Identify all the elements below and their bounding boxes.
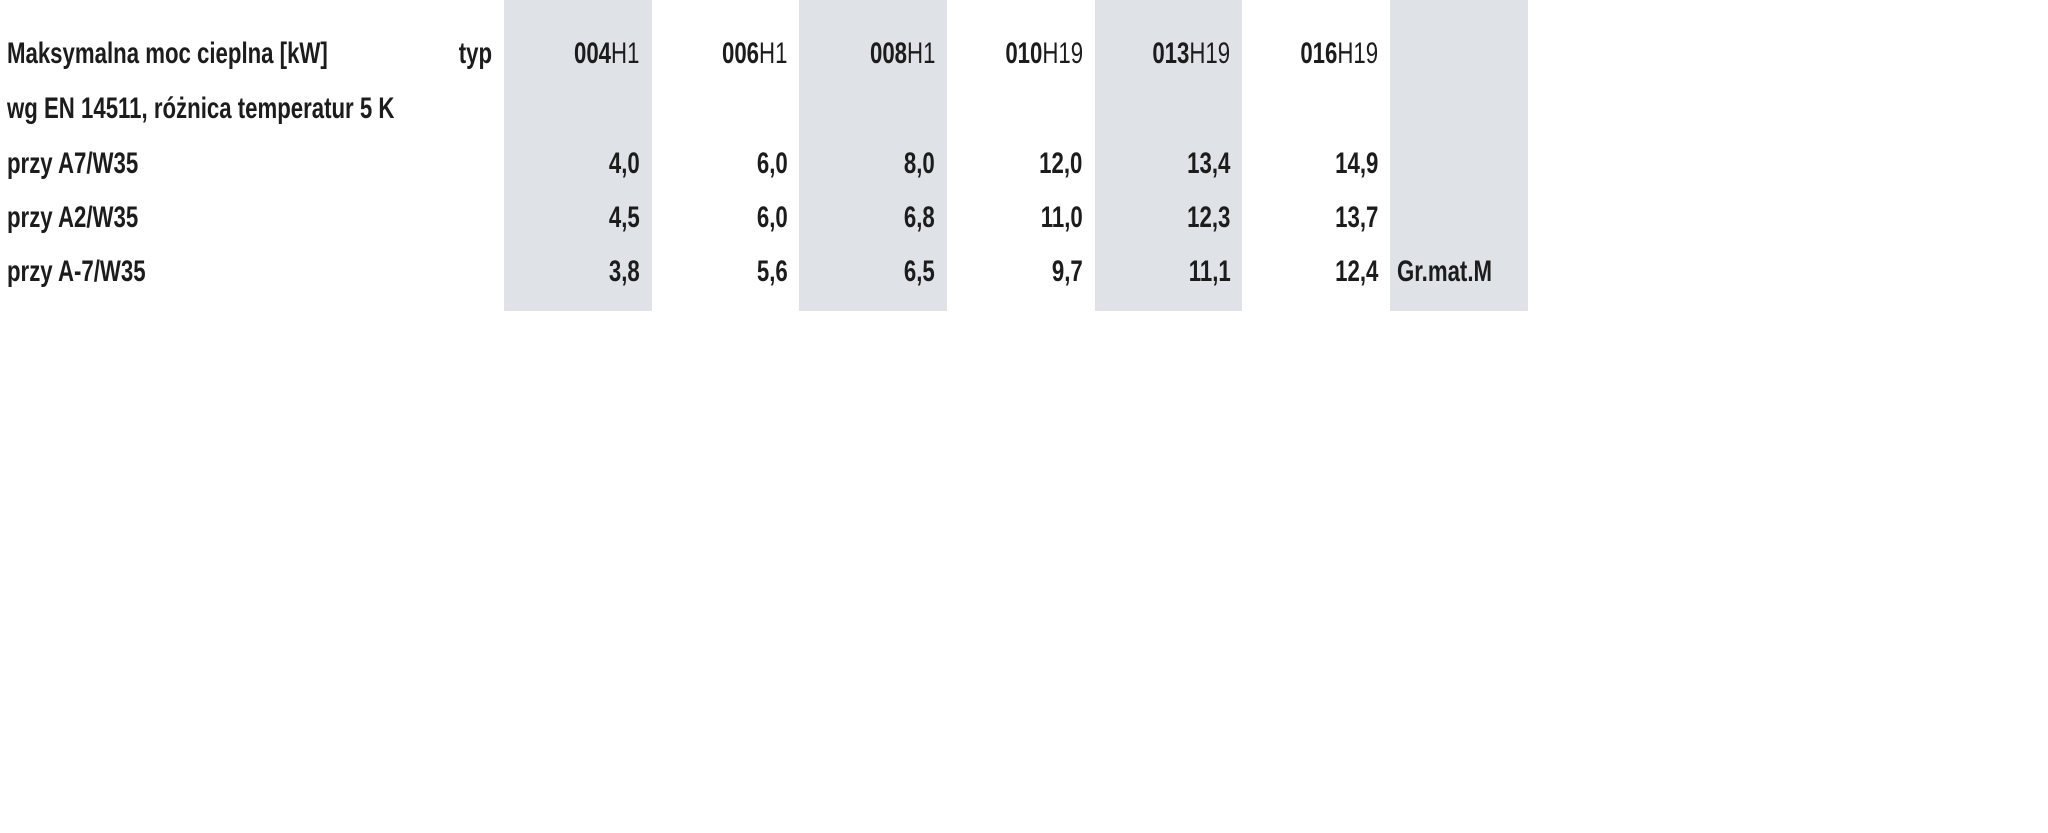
cell-value: 12,3	[1187, 201, 1231, 234]
cell-value: 12,4	[1334, 255, 1379, 288]
model-code: 013	[1152, 37, 1190, 70]
row-label: przy A7/W35	[7, 147, 139, 180]
cell-value: 9,7	[1051, 255, 1083, 288]
model-code: 004	[574, 37, 612, 70]
cell-value: 4,5	[608, 201, 640, 234]
cell-value: 6,0	[756, 201, 788, 234]
model-header: 008H1	[870, 36, 935, 72]
cell-value: 12,0	[1039, 147, 1083, 180]
column-shade	[1094, 0, 1243, 311]
note: Gr.mat.M	[1397, 255, 1492, 288]
model-header: 010H19	[1005, 36, 1083, 72]
model-suffix: H19	[1189, 37, 1231, 70]
model-code: 008	[869, 37, 907, 70]
model-header: 013H19	[1153, 36, 1231, 72]
cell-value: 6,0	[756, 147, 788, 180]
cell-value: 8,0	[904, 147, 936, 180]
model-suffix: H19	[1042, 37, 1083, 70]
row-label: przy A2/W35	[7, 201, 139, 234]
model-suffix: H19	[1337, 37, 1379, 70]
model-suffix: H1	[759, 37, 788, 70]
model-suffix: H1	[906, 37, 936, 70]
type-label: typ	[458, 37, 492, 70]
model-header: 004H1	[574, 36, 639, 72]
row-label: przy A-7/W35	[7, 255, 146, 288]
cell-value: 6,8	[904, 201, 936, 234]
title-line: wg EN 14511, różnica temperatur 5 K	[7, 92, 395, 125]
model-suffix: H1	[611, 37, 640, 70]
model-header: 006H1	[722, 36, 787, 72]
cell-value: 6,5	[904, 255, 936, 288]
column-shade	[1390, 0, 1529, 311]
model-code: 006	[721, 37, 760, 70]
model-header: 016H19	[1300, 36, 1378, 72]
cell-value: 5,6	[756, 255, 788, 288]
cell-value: 11,0	[1040, 201, 1083, 234]
column-shade	[504, 0, 652, 311]
cell-value: 13,7	[1334, 201, 1379, 234]
model-code: 016	[1300, 37, 1338, 70]
model-code: 010	[1005, 37, 1043, 70]
column-shade	[799, 0, 948, 311]
cell-value: 13,4	[1187, 147, 1231, 180]
cell-value: 14,9	[1334, 147, 1379, 180]
cell-value: 3,8	[608, 255, 640, 288]
title-line: Maksymalna moc cieplna [kW]	[7, 37, 328, 70]
cell-value: 11,1	[1188, 255, 1231, 288]
cell-value: 4,0	[608, 147, 640, 180]
